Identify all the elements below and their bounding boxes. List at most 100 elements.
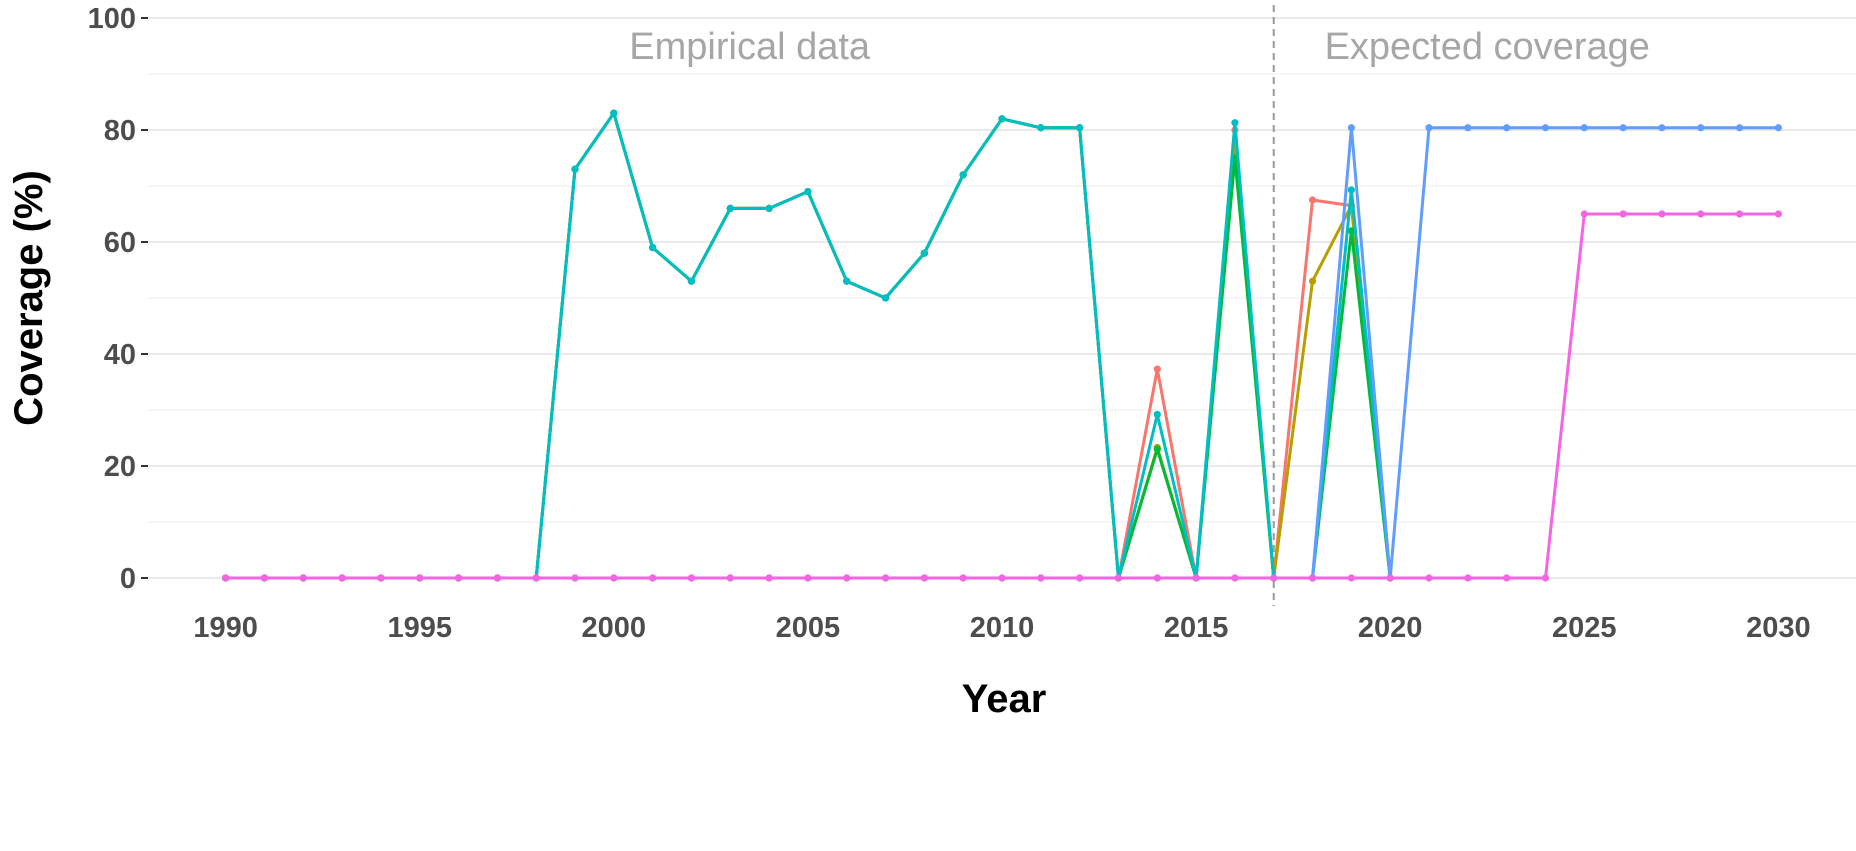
annotations: Empirical data Expected coverage bbox=[629, 26, 1650, 68]
data-point bbox=[843, 574, 851, 582]
data-point bbox=[1503, 124, 1511, 132]
data-point bbox=[1153, 365, 1161, 373]
y-tick-label: 80 bbox=[104, 115, 136, 147]
data-point bbox=[1076, 124, 1084, 132]
x-tick-label: 2000 bbox=[582, 612, 647, 644]
data-point bbox=[532, 574, 540, 582]
data-point bbox=[1774, 210, 1782, 218]
data-point bbox=[1541, 124, 1550, 132]
data-point bbox=[1697, 124, 1705, 132]
data-point bbox=[1774, 124, 1782, 132]
data-point bbox=[416, 574, 424, 582]
data-point bbox=[765, 574, 773, 582]
y-tick-label: 40 bbox=[104, 339, 136, 371]
data-point bbox=[1735, 124, 1744, 132]
data-point bbox=[1231, 574, 1239, 582]
data-point bbox=[1347, 186, 1355, 194]
data-point bbox=[338, 574, 346, 582]
data-point bbox=[454, 574, 463, 582]
x-tick-label: 2010 bbox=[970, 612, 1035, 644]
data-point bbox=[1464, 124, 1472, 132]
data-point bbox=[1308, 196, 1317, 204]
data-point bbox=[1037, 574, 1045, 582]
data-point bbox=[998, 115, 1006, 123]
series-6 bbox=[222, 210, 1782, 582]
y-axis-title: Coverage (%) bbox=[7, 170, 51, 426]
data-point bbox=[1270, 574, 1278, 582]
x-tick-label: 1990 bbox=[193, 612, 258, 644]
data-point bbox=[1503, 574, 1511, 582]
data-point bbox=[610, 109, 618, 117]
series-line bbox=[225, 212, 1779, 580]
data-point bbox=[843, 277, 851, 285]
axes: 0 20 40 60 80 100 1990 1995 2000 2005 2010 2015 2020… bbox=[88, 3, 1811, 644]
series-lines bbox=[222, 109, 1782, 582]
data-point bbox=[1425, 124, 1433, 132]
data-point bbox=[1231, 119, 1239, 127]
data-point bbox=[649, 574, 657, 582]
x-tick-label: 2015 bbox=[1164, 612, 1229, 644]
data-point bbox=[726, 204, 734, 212]
data-point bbox=[1464, 574, 1472, 582]
x-tick-label: 2030 bbox=[1746, 612, 1811, 644]
series-line bbox=[225, 111, 1392, 580]
x-tick-label: 1995 bbox=[387, 612, 452, 644]
data-point bbox=[1386, 574, 1394, 582]
data-point bbox=[998, 574, 1006, 582]
data-point bbox=[1658, 124, 1666, 132]
data-point bbox=[571, 574, 579, 582]
data-point bbox=[1153, 445, 1161, 453]
annotation-label: Expected coverage bbox=[1325, 26, 1650, 68]
data-point bbox=[299, 574, 307, 582]
data-point bbox=[687, 574, 696, 582]
data-point bbox=[1580, 210, 1588, 218]
data-point bbox=[1347, 227, 1355, 235]
data-point bbox=[1308, 277, 1317, 285]
y-tick-label: 20 bbox=[104, 451, 136, 483]
data-point bbox=[959, 574, 967, 582]
x-tick-label: 2020 bbox=[1358, 612, 1423, 644]
data-point bbox=[377, 574, 385, 582]
data-point bbox=[1541, 574, 1550, 582]
data-point bbox=[1153, 410, 1161, 419]
data-point bbox=[222, 574, 230, 582]
data-point bbox=[804, 574, 812, 582]
data-point bbox=[920, 574, 928, 582]
data-point bbox=[260, 574, 269, 582]
data-point bbox=[804, 188, 812, 196]
data-point bbox=[881, 574, 890, 582]
x-tick-label: 2025 bbox=[1552, 612, 1617, 644]
data-point bbox=[959, 171, 967, 179]
y-tick-label: 60 bbox=[104, 227, 136, 259]
data-point bbox=[610, 574, 618, 582]
data-point bbox=[765, 204, 773, 212]
data-point bbox=[649, 244, 657, 252]
data-point bbox=[1347, 574, 1355, 582]
data-point bbox=[571, 165, 579, 173]
x-tick-label: 2005 bbox=[776, 612, 841, 644]
data-point bbox=[1619, 210, 1627, 218]
data-point bbox=[1580, 124, 1588, 132]
data-point bbox=[1697, 210, 1705, 218]
series-5 bbox=[222, 124, 1782, 582]
x-axis-title: Year bbox=[962, 677, 1047, 721]
data-point bbox=[920, 249, 928, 257]
data-point bbox=[1192, 574, 1200, 582]
annotation-label: Empirical data bbox=[629, 26, 871, 68]
series-line bbox=[225, 126, 1779, 580]
grid bbox=[148, 17, 1856, 579]
data-point bbox=[1308, 574, 1317, 582]
data-point bbox=[1658, 210, 1666, 218]
data-point bbox=[493, 574, 501, 582]
data-point bbox=[1076, 574, 1084, 582]
data-point bbox=[1735, 210, 1744, 218]
data-point bbox=[726, 574, 734, 582]
data-point bbox=[1037, 124, 1045, 132]
data-point bbox=[1619, 124, 1627, 132]
y-tick-label: 100 bbox=[88, 3, 136, 35]
series-3 bbox=[222, 109, 1394, 582]
data-point bbox=[687, 277, 696, 285]
data-point bbox=[1425, 574, 1433, 582]
data-point bbox=[1153, 574, 1161, 582]
